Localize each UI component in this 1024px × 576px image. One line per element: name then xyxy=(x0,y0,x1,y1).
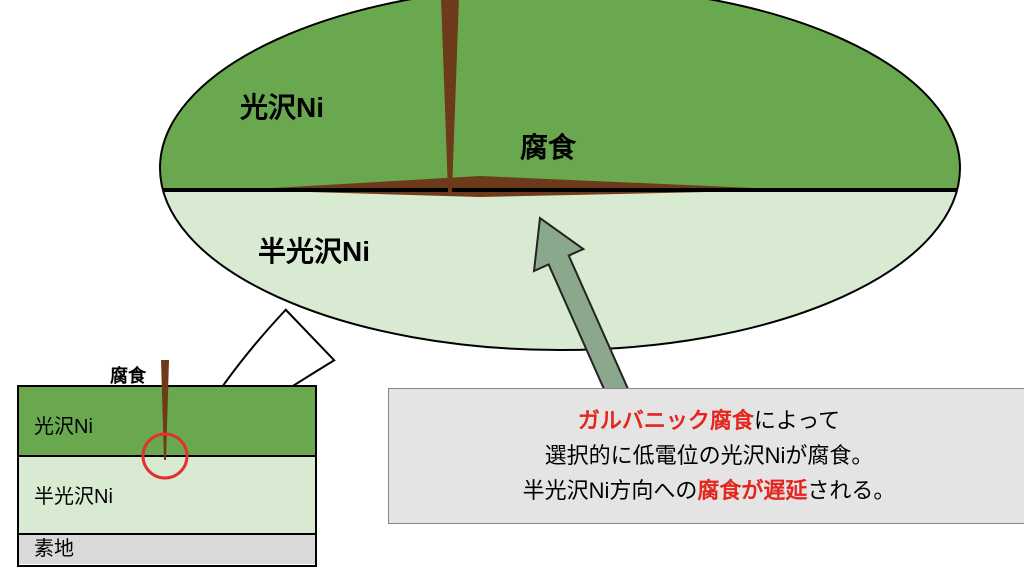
xs-label-substrate: 素地 xyxy=(34,532,74,561)
xs-label-bright-ni: 光沢Ni xyxy=(34,410,93,439)
zoom-label-bright-ni: 光沢Ni xyxy=(240,86,324,126)
xs-label-semi-ni: 半光沢Ni xyxy=(34,480,113,509)
zoom-label-semi-ni: 半光沢Ni xyxy=(258,230,370,270)
explanation-callout: ガルバニック腐食によって選択的に低電位の光沢Niが腐食。半光沢Ni方向への腐食が… xyxy=(388,388,1024,524)
xs-label-corrosion: 腐食 xyxy=(110,362,146,388)
zoom-label-corrosion: 腐食 xyxy=(520,126,576,166)
